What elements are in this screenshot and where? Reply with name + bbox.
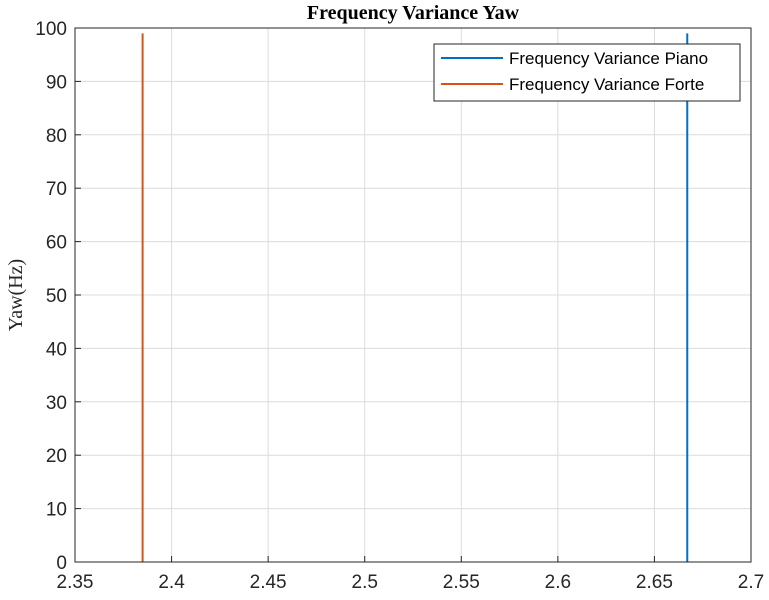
x-tick-label: 2.35 [57, 572, 94, 593]
y-tick-label: 50 [46, 286, 67, 307]
legend-box [433, 43, 741, 102]
y-tick-label: 10 [46, 500, 67, 521]
legend-label: Frequency Variance Piano [509, 49, 708, 68]
y-axis-label: Yaw(Hz) [5, 259, 27, 331]
y-tick-label: 80 [46, 126, 67, 147]
x-tick-label: 2.65 [636, 572, 673, 593]
y-ticks: 0 10 20 30 40 50 60 70 80 90 100 [35, 19, 81, 574]
x-tick-label: 2.7 [738, 572, 764, 593]
x-tick-label: 2.45 [250, 572, 287, 593]
x-tick-label: 2.6 [545, 572, 571, 593]
legend-label: Frequency Variance Forte [509, 75, 704, 94]
x-ticks: 2.35 2.4 2.45 2.5 2.55 2.6 2.65 2.7 [57, 556, 764, 593]
x-tick-label: 2.4 [158, 572, 185, 593]
x-tick-label: 2.5 [352, 572, 378, 593]
y-tick-label: 0 [56, 553, 67, 574]
chart-title: Frequency Variance Yaw [307, 2, 520, 24]
y-tick-label: 60 [46, 233, 67, 254]
legend: Frequency Variance Piano Frequency Varian… [433, 43, 741, 102]
y-tick-label: 20 [46, 446, 67, 467]
y-tick-label: 90 [46, 72, 67, 93]
x-tick-label: 2.55 [443, 572, 480, 593]
series-layer [141, 33, 689, 562]
y-tick-label: 30 [46, 393, 67, 414]
y-tick-label: 40 [46, 339, 67, 360]
y-tick-label: 70 [46, 179, 67, 200]
y-tick-label: 100 [35, 19, 67, 40]
